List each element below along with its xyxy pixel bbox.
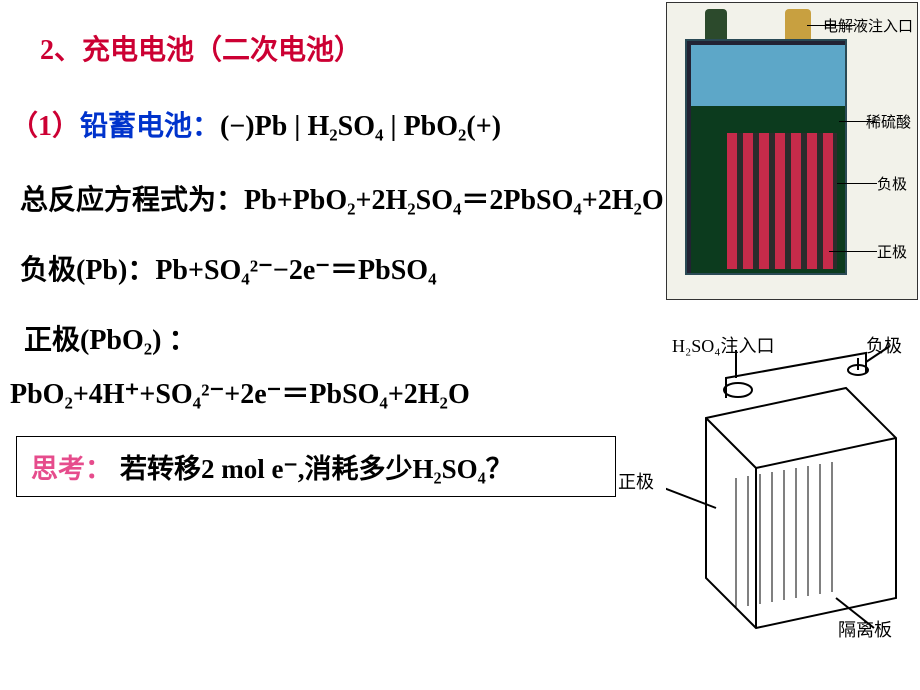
negative-electrode-line: 负极(Pb)：Pb+SO₄²⁻−2e⁻＝PbSO₄: [20, 248, 690, 288]
overall-label: 总反应方程式为：: [20, 185, 244, 216]
leader-line: [837, 183, 877, 184]
think-label: 思考：: [31, 447, 112, 486]
label-negative-2: 负极: [866, 332, 902, 358]
label-inject: H₂SO₄注入口: [672, 332, 775, 358]
think-question: 若转移2 mol e⁻,消耗多少H₂SO₄？: [120, 447, 513, 486]
positive-electrode-label: 正极(PbO₂) ：: [24, 318, 690, 358]
label-positive-2: 正极: [618, 468, 654, 494]
plates: [727, 133, 837, 269]
label-negative: 负极: [877, 173, 907, 194]
positive-electrode-eq: PbO₂+4H⁺+SO₄²⁻+2e⁻＝PbSO₄+2H₂O: [10, 372, 690, 412]
label-separator: 隔离板: [838, 616, 892, 642]
section-title: 2、充电电池（二次电池）: [40, 28, 690, 68]
subsection-line: （1）铅蓄电池：(−)Pb | H₂SO₄ | PbO₂(+): [10, 104, 690, 144]
battery-cutaway-figure: 电解液注入口 稀硫酸 负极 正极: [666, 2, 918, 300]
battery-svg: [666, 328, 918, 648]
negative-eq: Pb+SO₄²⁻−2e⁻＝PbSO₄: [155, 255, 436, 286]
label-acid: 稀硫酸: [866, 111, 911, 132]
battery-lineart-figure: H₂SO₄注入口 负极 正极 隔离板: [666, 328, 918, 648]
slide-content: 2、充电电池（二次电池） （1）铅蓄电池：(−)Pb | H₂SO₄ | PbO…: [0, 0, 700, 497]
paren-number: （1）: [10, 111, 80, 142]
label-inlet: 电解液注入口: [823, 15, 913, 36]
leader-line: [829, 251, 877, 252]
overall-eq: Pb+PbO₂+2H₂SO₄＝2PbSO₄+2H₂O: [244, 185, 664, 216]
battery-name: 铅蓄电池：: [80, 111, 220, 142]
label-positive: 正极: [877, 241, 907, 262]
cell-notation: (−)Pb | H₂SO₄ | PbO₂(+): [220, 111, 501, 142]
negative-label: 负极(Pb)：: [20, 255, 155, 286]
think-box: 思考： 若转移2 mol e⁻,消耗多少H₂SO₄？: [16, 436, 616, 497]
overall-reaction: 总反应方程式为：Pb+PbO₂+2H₂SO₄＝2PbSO₄+2H₂O: [20, 178, 690, 218]
